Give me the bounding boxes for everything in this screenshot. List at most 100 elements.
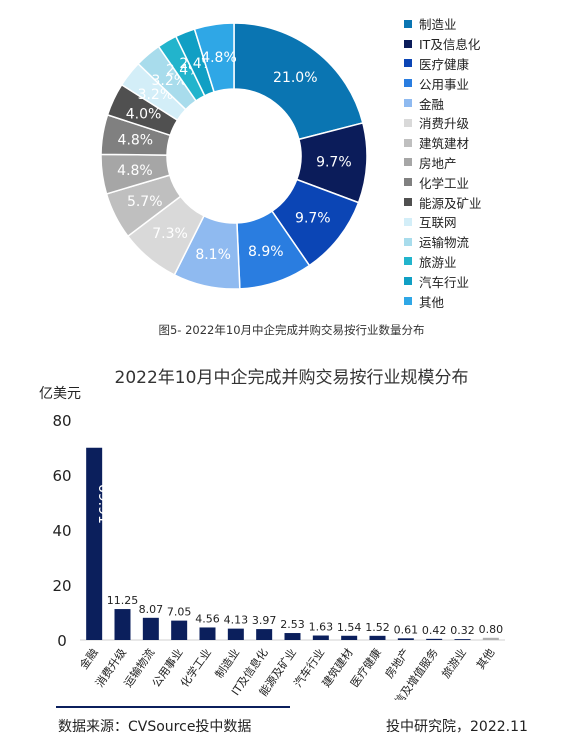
legend-item-3: 公用事业 <box>404 73 579 93</box>
bar-value-label-9: 1.54 <box>337 621 362 634</box>
bar-value-label-3: 7.05 <box>167 606 192 619</box>
legend-label-10: 互联网 <box>419 215 457 231</box>
legend-swatch-10 <box>404 217 412 226</box>
legend-label-4: 金融 <box>419 96 445 112</box>
donut-slice-label-14: 4.8% <box>201 50 237 66</box>
legend-swatch-4 <box>404 99 412 108</box>
legend-item-1: IT及信息化 <box>404 34 579 54</box>
bar-3 <box>171 620 188 640</box>
y-tick-3: 60 <box>52 467 71 485</box>
legend-swatch-5 <box>404 118 412 127</box>
bar-8 <box>312 635 329 640</box>
legend-label-9: 能源及矿业 <box>419 195 482 211</box>
legend-item-2: 医疗健康 <box>404 54 579 74</box>
footer-rule <box>56 706 290 708</box>
bar-value-label-1: 11.25 <box>107 594 139 607</box>
y-tick-0: 0 <box>57 632 67 650</box>
footer-credit: 投中研究院，2022.11 <box>386 719 528 735</box>
legend-swatch-12 <box>404 257 412 266</box>
legend-label-6: 建筑建材 <box>419 136 470 152</box>
bar-value-label-10: 1.52 <box>365 621 390 634</box>
x-tick-label-13: 旅游业 <box>439 646 469 681</box>
donut-slice-label-0: 21.0% <box>273 70 317 86</box>
donut-slice-label-7: 4.8% <box>117 163 153 179</box>
bar-value-label-11: 0.61 <box>394 623 419 636</box>
legend-label-7: 房地产 <box>419 155 457 171</box>
bar-value-label-0: 69.91 <box>95 484 111 524</box>
legend-swatch-8 <box>404 178 412 187</box>
bar-0 <box>86 447 103 640</box>
donut-legend: 制造业 IT及信息化 医疗健康公用事业金融消费升级建筑建材房地产化学工业能源及矿业互… <box>404 14 579 311</box>
y-tick-4: 80 <box>52 412 71 430</box>
donut-slice-0 <box>233 22 364 141</box>
legend-label-8: 化学工业 <box>419 175 470 191</box>
bar-1 <box>114 609 131 640</box>
legend-swatch-1 <box>404 39 412 48</box>
legend-label-5: 消费升级 <box>419 116 470 132</box>
legend-swatch-11 <box>404 237 412 246</box>
legend-item-13: 汽车行业 <box>404 271 579 291</box>
bar-value-label-12: 0.42 <box>422 624 447 637</box>
legend-label-0: 制造业 <box>419 17 457 33</box>
legend-swatch-14 <box>404 297 412 306</box>
legend-swatch-0 <box>404 19 412 28</box>
legend-item-7: 房地产 <box>404 153 579 173</box>
bar-10 <box>369 635 386 640</box>
bar-11 <box>397 638 414 640</box>
donut-slice-label-3: 8.9% <box>248 244 284 260</box>
bar-9 <box>341 635 358 640</box>
legend-swatch-13 <box>404 277 412 286</box>
bar-value-label-8: 1.63 <box>309 621 334 634</box>
donut-slice-label-4: 8.1% <box>195 247 231 263</box>
x-tick-label-0: 金融 <box>77 646 101 672</box>
legend-label-1: IT及信息化 <box>419 37 481 53</box>
donut-slice-label-2: 9.7% <box>295 211 331 227</box>
legend-swatch-6 <box>404 138 412 147</box>
donut-slice-label-1: 9.7% <box>316 154 352 170</box>
legend-label-2: 医疗健康 <box>419 56 470 72</box>
bar-value-label-13: 0.32 <box>450 624 475 637</box>
legend-label-11: 运输物流 <box>419 235 470 251</box>
donut-caption: 图5- 2022年10月中企完成并购交易按行业数量分布 <box>158 323 425 337</box>
donut-slice-label-6: 5.7% <box>127 194 163 210</box>
bar-13 <box>454 639 471 640</box>
legend-label-3: 公用事业 <box>419 76 470 92</box>
donut-slice-label-5: 7.3% <box>152 226 188 242</box>
bar-value-label-14: 0.80 <box>479 623 504 636</box>
bar-chart-title: 2022年10月中企完成并购交易按行业规模分布 <box>114 368 469 388</box>
donut-slice-label-9: 4.0% <box>126 106 162 122</box>
donut-slice-label-10: 3.2% <box>138 87 174 103</box>
bar-value-label-5: 4.13 <box>224 614 249 627</box>
bar-2 <box>142 617 159 640</box>
y-axis-label: 亿美元 <box>39 386 81 402</box>
legend-item-10: 互联网 <box>404 212 579 232</box>
x-tick-label-5: 制造业 <box>212 646 242 681</box>
legend-label-14: 其他 <box>419 294 445 310</box>
x-tick-label-11: 房地产 <box>382 646 412 681</box>
legend-label-13: 汽车行业 <box>419 274 470 290</box>
donut-slice-label-11: 3.2% <box>152 73 188 89</box>
bar-6 <box>256 629 273 640</box>
x-tick-label-14: 其他 <box>474 646 497 671</box>
bar-chart: 亿美元02040608069.91金融11.25消费升级8.07运输物流7.05… <box>39 386 505 700</box>
bar-value-label-7: 2.53 <box>280 618 305 631</box>
legend-item-6: 建筑建材 <box>404 133 579 153</box>
donut-slice-14 <box>193 22 235 93</box>
legend-label-12: 旅游业 <box>419 254 457 270</box>
bar-7 <box>284 633 301 640</box>
legend-swatch-2 <box>404 59 412 68</box>
bar-4 <box>199 627 216 640</box>
legend-item-12: 旅游业 <box>404 252 579 272</box>
donut-chart: 21.0% 9.7% 9.7% 8.9% 8.1% 7.3% 5.7% 4.8% 4.8% 4.0… <box>100 22 368 290</box>
legend-item-4: 金融 <box>404 93 579 113</box>
legend-item-9: 能源及矿业 <box>404 192 579 212</box>
bar-value-label-4: 4.56 <box>195 612 220 625</box>
y-tick-1: 20 <box>52 577 71 595</box>
bar-12 <box>426 638 443 640</box>
bar-14 <box>482 637 499 640</box>
bar-value-label-6: 3.97 <box>252 614 277 627</box>
legend-item-14: 其他 <box>404 291 579 311</box>
legend-item-0: 制造业 <box>404 14 579 34</box>
footer-source: 数据来源：CVSource投中数据 <box>58 719 252 735</box>
legend-swatch-7 <box>404 158 412 167</box>
